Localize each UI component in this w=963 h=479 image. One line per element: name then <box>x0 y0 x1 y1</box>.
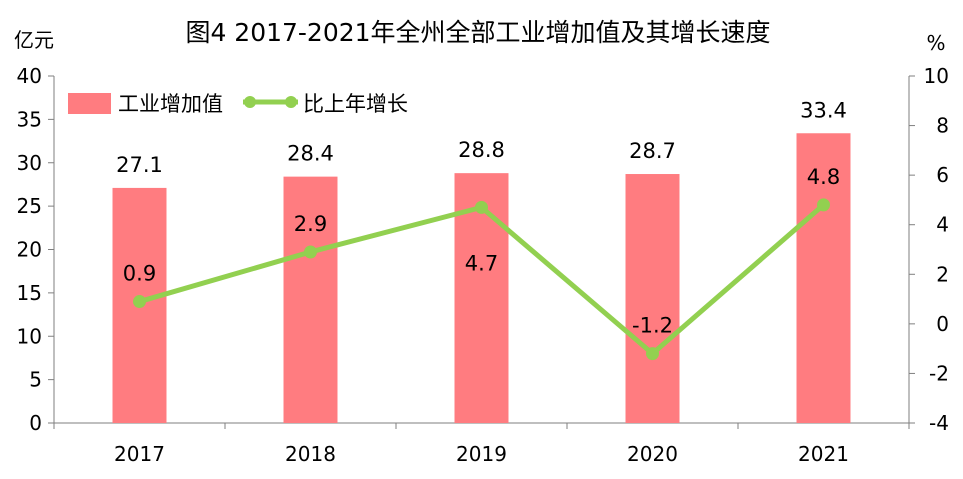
x-axis-category-label: 2018 <box>285 442 336 466</box>
left-axis-tick-label: 15 <box>17 281 42 305</box>
x-axis: 2017 2018 2019 2020 2021 <box>53 422 910 466</box>
legend-bar-swatch <box>68 93 111 114</box>
right-axis-tick-label: 8 <box>936 114 949 138</box>
line-point <box>304 245 317 259</box>
bar <box>796 133 851 423</box>
left-axis: 0 5 10 15 20 25 30 35 40 <box>17 64 55 435</box>
line-point <box>646 347 659 361</box>
line-series: 0.9 2.9 4.7 -1.2 4.8 <box>123 165 840 361</box>
line-data-label: -1.2 <box>632 314 673 338</box>
right-axis-unit: % <box>926 31 945 55</box>
right-axis-tick-label: 0 <box>936 312 949 336</box>
bar-data-label: 28.8 <box>458 138 505 162</box>
line-point <box>475 200 488 214</box>
bar-data-label: 28.7 <box>629 139 676 163</box>
left-axis-tick-label: 10 <box>17 324 42 348</box>
legend-line-label: 比上年增长 <box>303 92 408 116</box>
bar <box>283 176 338 423</box>
line-data-label: 2.9 <box>294 212 327 236</box>
left-axis-tick-label: 40 <box>17 64 42 88</box>
left-axis-tick-label: 5 <box>29 368 42 392</box>
right-axis: -4 -2 0 2 4 6 8 10 <box>908 64 949 435</box>
right-axis-tick-label: -4 <box>929 411 949 435</box>
right-axis-tick-label: 6 <box>936 163 949 187</box>
right-axis-tick-label: 10 <box>924 64 949 88</box>
chart-title: 图4 2017-2021年全州全部工业增加值及其增长速度 <box>185 18 770 47</box>
bar <box>454 173 509 423</box>
bar-data-label: 28.4 <box>287 142 334 166</box>
right-axis-tick-label: 4 <box>936 213 949 237</box>
line-data-label: 4.8 <box>807 165 840 189</box>
left-axis-tick-label: 30 <box>17 151 42 175</box>
line-point <box>817 198 830 212</box>
line-point <box>133 295 146 309</box>
x-axis-category-label: 2017 <box>114 442 165 466</box>
legend-bar-label: 工业增加值 <box>118 92 223 116</box>
right-axis-tick-label: -2 <box>929 361 949 385</box>
x-axis-category-label: 2021 <box>798 442 849 466</box>
legend-line-marker-right <box>285 96 297 108</box>
left-axis-tick-label: 35 <box>17 107 42 131</box>
line-data-label: 0.9 <box>123 262 156 286</box>
x-axis-category-label: 2020 <box>627 442 678 466</box>
bar <box>625 174 680 423</box>
left-axis-tick-label: 20 <box>17 238 42 262</box>
legend: 工业增加值 比上年增长 <box>68 92 408 116</box>
left-axis-tick-label: 0 <box>29 411 42 435</box>
left-axis-tick-label: 25 <box>17 194 42 218</box>
legend-line-marker-left <box>244 96 256 108</box>
line-data-label: 4.7 <box>465 251 498 275</box>
bar-series: 27.1 28.4 28.8 28.7 33.4 <box>112 98 851 423</box>
left-axis-unit: 亿元 <box>14 28 54 52</box>
x-axis-category-label: 2019 <box>456 442 507 466</box>
bar-data-label: 27.1 <box>116 153 163 177</box>
bar-data-label: 33.4 <box>800 98 847 122</box>
right-axis-tick-label: 2 <box>936 262 949 286</box>
